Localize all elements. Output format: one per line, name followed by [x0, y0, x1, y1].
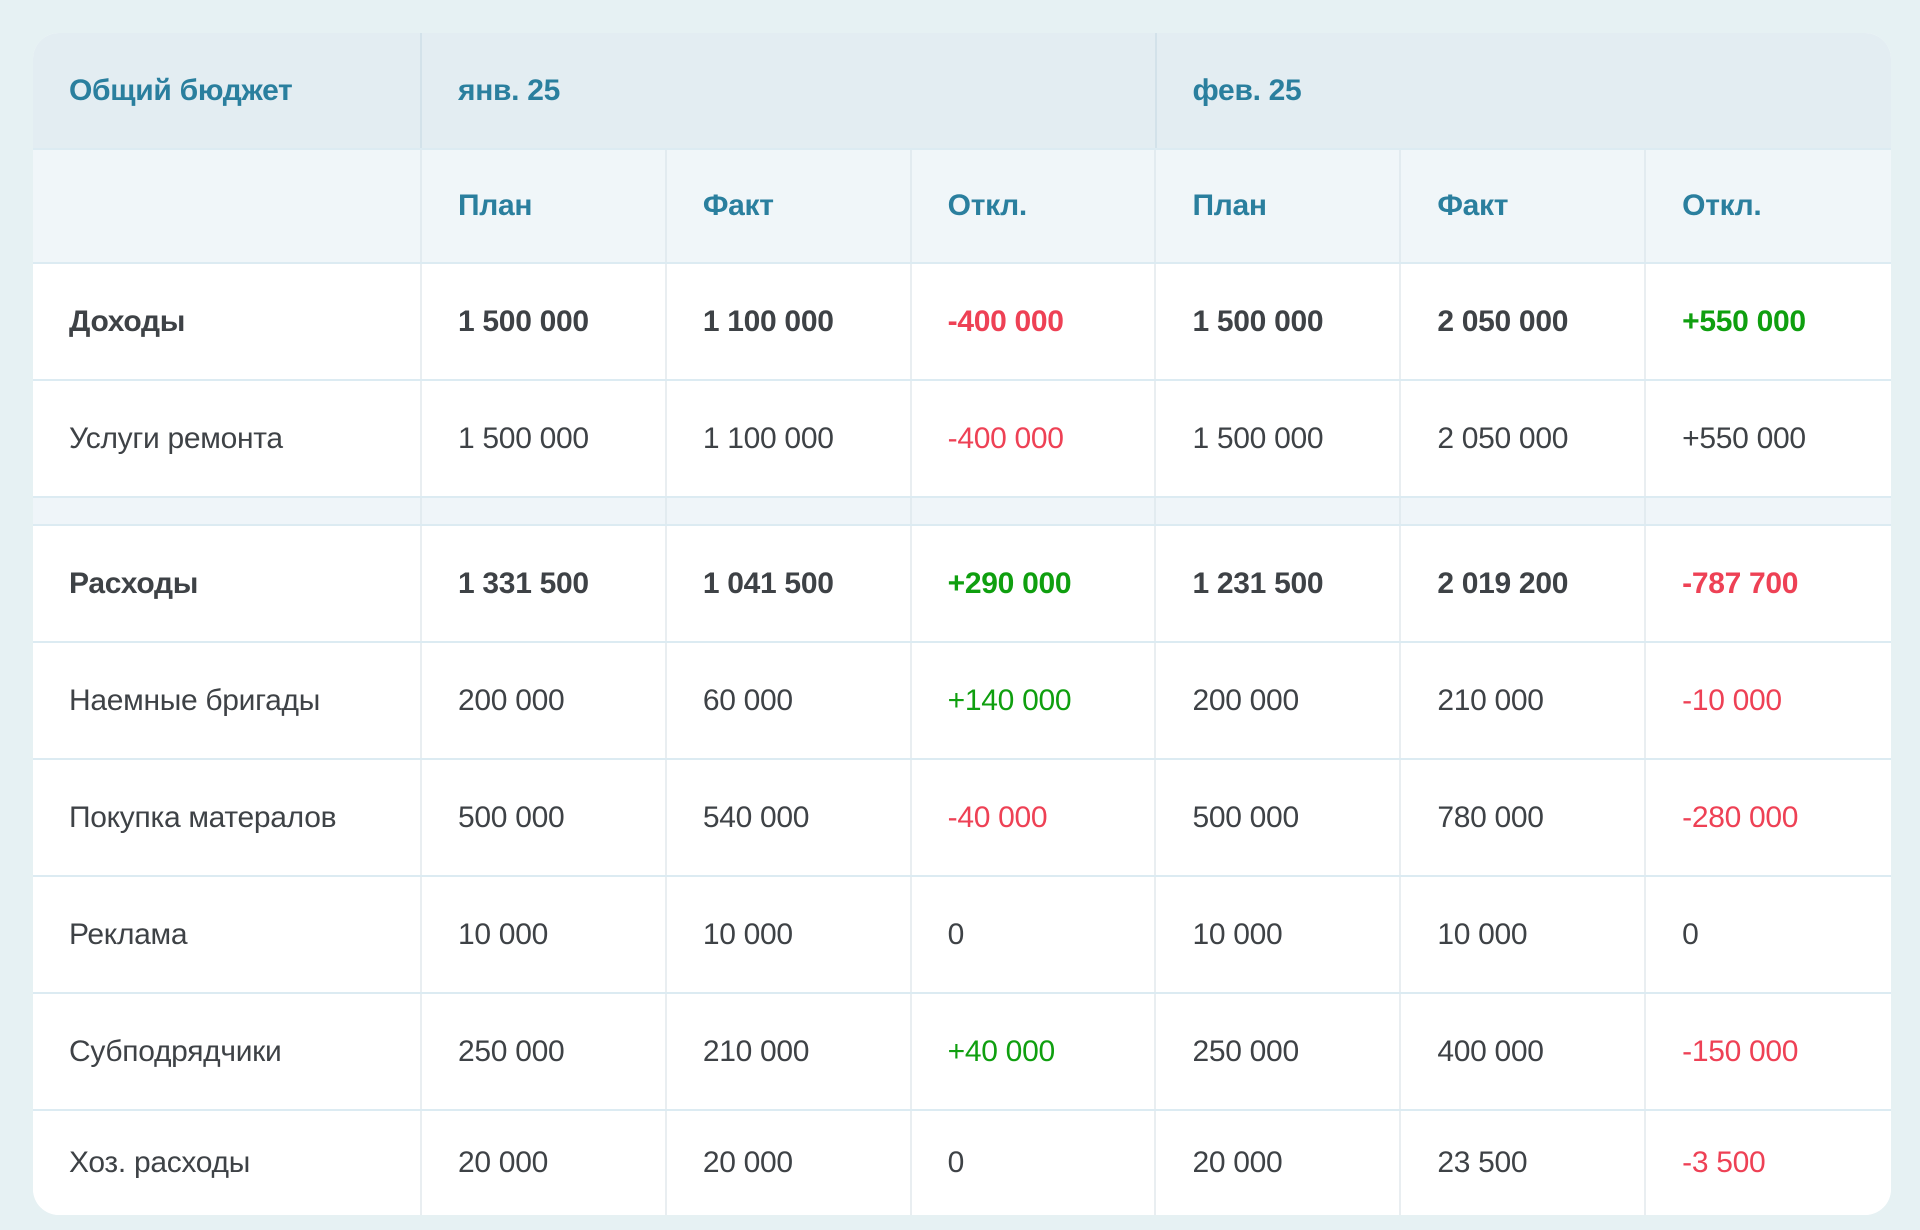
subheader-feb-deviation: Откл.: [1682, 189, 1762, 222]
value-cell[interactable]: +40 000: [912, 994, 1157, 1109]
value-cell[interactable]: +290 000: [912, 526, 1157, 641]
value-cell[interactable]: 2 050 000: [1401, 264, 1647, 379]
table-row-hired-crews: Наемные бригады 200 000 60 000 +140 000 …: [33, 643, 1891, 760]
row-label[interactable]: Субподрядчики: [33, 994, 422, 1109]
value-cell[interactable]: 2 019 200: [1401, 526, 1647, 641]
value-cell[interactable]: 210 000: [1401, 643, 1647, 758]
row-label[interactable]: Покупка матералов: [33, 760, 422, 875]
value-cell[interactable]: 1 500 000: [422, 381, 667, 496]
value-cell[interactable]: +550 000: [1682, 421, 1806, 455]
value-cell[interactable]: +140 000: [912, 643, 1157, 758]
table-row-income-total: Доходы 1 500 000 1 100 000 -400 000 1 50…: [33, 264, 1891, 381]
budget-table: Общий бюджет янв. 25 фев. 25 План Факт О…: [33, 33, 1891, 1215]
month-header-row: Общий бюджет янв. 25 фев. 25: [33, 33, 1891, 150]
value-cell[interactable]: 20 000: [1156, 1111, 1402, 1215]
value-cell[interactable]: 10 000: [667, 877, 912, 992]
value-cell[interactable]: 1 500 000: [1156, 381, 1402, 496]
subheader-feb-plan: План: [1156, 150, 1402, 262]
table-row-expenses-total: Расходы 1 331 500 1 041 500 +290 000 1 2…: [33, 526, 1891, 643]
value-cell[interactable]: 10 000: [1156, 877, 1402, 992]
value-cell[interactable]: 400 000: [1401, 994, 1647, 1109]
value-cell[interactable]: 1 100 000: [667, 264, 912, 379]
subheader-jan-fact: Факт: [667, 150, 912, 262]
value-cell[interactable]: -787 700: [1682, 566, 1799, 600]
value-cell[interactable]: +550 000: [1682, 304, 1806, 338]
value-cell[interactable]: -150 000: [1682, 1034, 1799, 1068]
subheader-jan-plan: План: [422, 150, 667, 262]
value-cell[interactable]: 210 000: [667, 994, 912, 1109]
subheader-feb-fact: Факт: [1401, 150, 1647, 262]
row-label[interactable]: Доходы: [33, 264, 422, 379]
month-header-jan: янв. 25: [422, 33, 1157, 148]
value-cell[interactable]: -400 000: [912, 264, 1157, 379]
row-label[interactable]: Реклама: [33, 877, 422, 992]
subheader-empty: [33, 150, 422, 262]
value-cell[interactable]: 1 500 000: [422, 264, 667, 379]
value-cell[interactable]: 540 000: [667, 760, 912, 875]
value-cell[interactable]: 1 231 500: [1156, 526, 1402, 641]
value-cell[interactable]: 500 000: [422, 760, 667, 875]
value-cell[interactable]: 500 000: [1156, 760, 1402, 875]
value-cell[interactable]: 0: [1682, 917, 1699, 951]
value-cell[interactable]: 10 000: [1401, 877, 1647, 992]
value-cell[interactable]: -400 000: [912, 381, 1157, 496]
value-cell[interactable]: 780 000: [1401, 760, 1647, 875]
row-label[interactable]: Хоз. расходы: [33, 1111, 422, 1215]
table-row-household-expenses: Хоз. расходы 20 000 20 000 0 20 000 23 5…: [33, 1111, 1891, 1215]
subheader-row: План Факт Откл. План Факт Откл.: [33, 150, 1891, 264]
value-cell[interactable]: 60 000: [667, 643, 912, 758]
table-row-advertising: Реклама 10 000 10 000 0 10 000 10 000 0: [33, 877, 1891, 994]
value-cell[interactable]: 1 500 000: [1156, 264, 1402, 379]
table-title: Общий бюджет: [33, 33, 422, 148]
value-cell[interactable]: 23 500: [1401, 1111, 1647, 1215]
value-cell[interactable]: -40 000: [912, 760, 1157, 875]
row-label[interactable]: Расходы: [33, 526, 422, 641]
value-cell[interactable]: 250 000: [1156, 994, 1402, 1109]
value-cell[interactable]: 2 050 000: [1401, 381, 1647, 496]
value-cell[interactable]: -280 000: [1682, 800, 1799, 834]
value-cell[interactable]: 250 000: [422, 994, 667, 1109]
value-cell[interactable]: 200 000: [1156, 643, 1402, 758]
value-cell[interactable]: -3 500: [1682, 1146, 1766, 1179]
subheader-jan-deviation: Откл.: [912, 150, 1157, 262]
value-cell[interactable]: 0: [912, 1111, 1157, 1215]
month-header-feb: фев. 25: [1192, 73, 1302, 107]
spacer-row: [33, 498, 1891, 526]
value-cell[interactable]: 1 100 000: [667, 381, 912, 496]
row-label[interactable]: Наемные бригады: [33, 643, 422, 758]
value-cell[interactable]: 10 000: [422, 877, 667, 992]
value-cell[interactable]: 20 000: [667, 1111, 912, 1215]
value-cell[interactable]: 200 000: [422, 643, 667, 758]
table-row-repair-services: Услуги ремонта 1 500 000 1 100 000 -400 …: [33, 381, 1891, 498]
table-row-subcontractors: Субподрядчики 250 000 210 000 +40 000 25…: [33, 994, 1891, 1111]
value-cell[interactable]: 1 331 500: [422, 526, 667, 641]
value-cell[interactable]: 0: [912, 877, 1157, 992]
table-row-materials-purchase: Покупка матералов 500 000 540 000 -40 00…: [33, 760, 1891, 877]
value-cell[interactable]: 20 000: [422, 1111, 667, 1215]
value-cell[interactable]: -10 000: [1682, 683, 1782, 717]
row-label[interactable]: Услуги ремонта: [33, 381, 422, 496]
value-cell[interactable]: 1 041 500: [667, 526, 912, 641]
